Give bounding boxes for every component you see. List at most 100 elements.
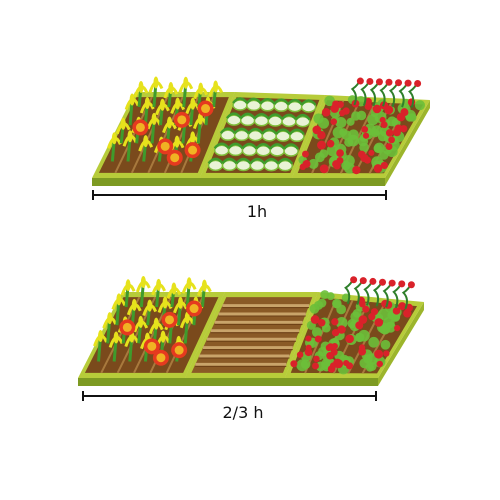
corn-tassel (174, 135, 180, 148)
tomato-leaf (367, 113, 379, 126)
tomato-leaf (308, 158, 319, 170)
bed-frame-side (385, 100, 430, 186)
tomato-leaf (379, 150, 389, 160)
cabbage-leaf (281, 113, 297, 121)
sunflower-center (147, 341, 157, 351)
cabbage-leaf (241, 142, 258, 150)
tomato-fruit (325, 344, 333, 352)
bed-frame-front (292, 178, 385, 186)
sunflower-center (156, 353, 166, 363)
tomato-fruit (361, 126, 369, 133)
corn-tassel (198, 82, 204, 95)
bed-frame-front (78, 378, 185, 386)
tomato-fruit (313, 355, 320, 363)
tomato-fruit (330, 362, 337, 369)
sunflower-center (189, 304, 199, 314)
corn-tassel (160, 330, 166, 343)
corn-tassel (113, 331, 119, 344)
corn-tassel (153, 317, 159, 330)
sunflower-center (177, 115, 187, 125)
tomato-fruit (362, 132, 370, 139)
tomato-fruit (359, 277, 367, 285)
tomato-fruit (302, 150, 309, 158)
corn-tassel (184, 311, 190, 324)
sunflower-center (122, 322, 132, 332)
tomato-fruit (379, 278, 387, 286)
tomato-fruit (407, 281, 415, 289)
corn-tassel (183, 76, 189, 89)
tomato-leaf (317, 298, 327, 308)
corn-tassel (138, 80, 144, 93)
corn-tassel (143, 135, 149, 148)
cabbage-leaf (233, 127, 250, 135)
sunflower-center (188, 145, 198, 155)
corn-tassel (190, 97, 196, 110)
garden-full (92, 76, 430, 186)
tomato-fruit (373, 164, 383, 173)
duration-label-bottom: 2/3 h (223, 403, 264, 422)
cabbage-head (289, 130, 305, 143)
cabbage-leaf (286, 98, 303, 106)
tomato-leaf (354, 332, 365, 343)
tomato-fruit (375, 78, 383, 86)
corn-tassel (140, 275, 146, 288)
tomato-fruit (331, 342, 338, 350)
tomato-fruit (299, 163, 307, 171)
cabbage-leaf (273, 98, 290, 105)
tomato-fruit (372, 104, 382, 114)
tomato-fruit (385, 143, 393, 150)
tomato-fruit (394, 325, 401, 332)
garden-bed-tomato (285, 276, 424, 386)
tomato-fruit (337, 325, 346, 334)
tomato-leaf (346, 117, 355, 126)
corn-tassel (175, 97, 181, 110)
tomato-fruit (376, 360, 383, 368)
tomato-leaf (309, 303, 320, 314)
tomato-leaf (335, 316, 348, 329)
tomato-fruit (395, 79, 403, 87)
corn-tassel (201, 279, 207, 292)
tomato-fruit (392, 307, 401, 315)
tomato-leaf (370, 128, 380, 138)
cabbage-leaf (269, 143, 286, 150)
tomato-fruit (366, 77, 374, 85)
tomato-fruit (404, 79, 412, 87)
cabbage-leaf (253, 112, 270, 120)
corn-tassel (144, 97, 150, 110)
corn-tassel (190, 131, 196, 144)
tomato-fruit (398, 280, 406, 288)
cabbage-leaf (259, 98, 276, 105)
tomato-leaf (313, 113, 324, 124)
tomato-fruit (385, 129, 394, 137)
tomato-fruit (339, 109, 346, 117)
garden-bed-cabbage (200, 92, 325, 186)
tomato-fruit (317, 130, 326, 140)
garden-bed-corn-sunflower (92, 76, 235, 186)
cabbage-leaf (277, 157, 294, 165)
bed-frame-front (185, 378, 285, 386)
tomato-fruit (317, 140, 326, 150)
tomato-fruit (383, 350, 390, 357)
sunflower-center (174, 345, 184, 355)
cabbage-leaf (227, 142, 244, 150)
corn-tassel (197, 112, 203, 125)
tomato-leaf (335, 116, 347, 129)
tomato-leaf (368, 336, 380, 348)
tomato-fruit (362, 305, 370, 313)
corn-tassel (111, 132, 117, 145)
duration-bar-bottom (82, 391, 377, 401)
tomato-leaf (319, 149, 329, 159)
bed-frame-front (92, 178, 200, 186)
cabbage-head (300, 101, 317, 113)
corn-tassel (131, 298, 137, 311)
tomato-fruit (356, 77, 364, 85)
cabbage-leaf (221, 157, 238, 165)
bed-frame-front (200, 178, 292, 186)
cabbage-leaf (288, 128, 305, 136)
corn-tassel (98, 330, 104, 343)
cabbage-head (295, 115, 311, 128)
duration-label-top: 1h (247, 202, 267, 221)
cabbage-leaf (261, 128, 278, 135)
tomato-fruit (388, 136, 396, 144)
corn-tassel (159, 98, 165, 111)
